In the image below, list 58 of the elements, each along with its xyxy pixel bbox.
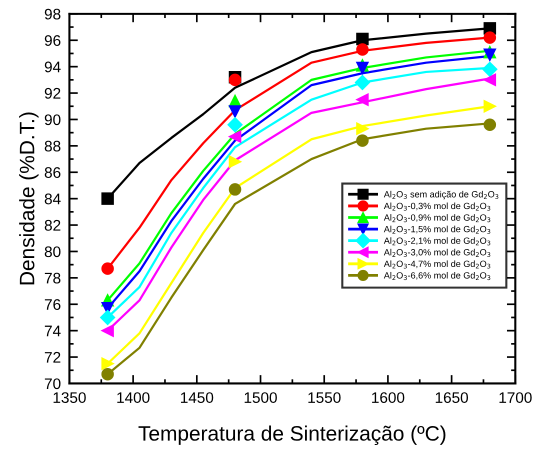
point: [356, 62, 369, 74]
point: [228, 130, 242, 143]
x-axis-title: Temperatura de Sinterização (ºC): [138, 425, 446, 445]
y-tick-label: 80: [44, 246, 60, 258]
y-tick-label: 94: [44, 62, 61, 72]
y-tick-label: 78: [44, 272, 60, 284]
y-tick-label: 74: [44, 326, 61, 336]
point: [228, 155, 242, 168]
point: [484, 74, 496, 86]
legend-label: Al$_{2}$O$_{3}$-1,5% mol de Gd$_{2}$O$_{3}$: [384, 226, 490, 234]
x-tick-label: 1550: [308, 392, 341, 404]
point: [228, 183, 242, 196]
point: [484, 31, 496, 44]
legend-label: Al$_{2}$O$_{3}$-3,0% mol de Gd$_{2}$O$_{3}$: [384, 248, 490, 257]
y-tick-label: 92: [44, 88, 60, 99]
y-tick-label: 86: [44, 167, 60, 178]
point: [227, 117, 243, 132]
y-tick-label: 90: [44, 114, 60, 126]
point: [101, 324, 114, 337]
x-tick-label: 1400: [117, 392, 150, 404]
point: [356, 32, 369, 46]
y-tick-label: 72: [44, 352, 60, 363]
y-tick-label: 96: [44, 35, 60, 46]
point: [228, 105, 242, 118]
point: [482, 62, 498, 77]
y-tick-label: 98: [44, 8, 60, 20]
point: [354, 74, 370, 90]
point: [484, 118, 496, 131]
point: [356, 43, 369, 56]
point: [356, 134, 369, 147]
x-tick-label: 1350: [54, 392, 86, 404]
legend-label: Al$_{2}$O$_{3}$ sem adição de Gd$_{2}$O$_{3}$: [384, 190, 498, 200]
point: [356, 122, 369, 135]
y-tick-label: 82: [44, 220, 60, 231]
x-tick-label: 1450: [180, 392, 214, 404]
x-tick-label: 1650: [436, 392, 468, 404]
point: [484, 100, 496, 113]
y-tick-label: 84: [44, 194, 61, 204]
y-tick-label: 76: [44, 299, 60, 310]
x-tick-label: 1600: [372, 392, 404, 404]
legend-label: Al$_{2}$O$_{3}$-0,9% mol de Gd$_{2}$O$_{3}$: [384, 214, 490, 222]
point: [100, 310, 116, 326]
point: [101, 262, 114, 275]
legend-label: Al$_{2}$O$_{3}$-4,7% mol de Gd$_{2}$O$_{3}$: [384, 260, 490, 268]
point: [101, 368, 114, 380]
x-tick-label: 1500: [244, 392, 277, 404]
point: [484, 48, 496, 62]
point: [356, 93, 369, 106]
legend-label: Al$_{2}$O$_{3}$-6,6% mol de Gd$_{2}$O$_{3}$: [384, 272, 490, 280]
point: [101, 192, 114, 205]
point: [101, 357, 114, 370]
point: [228, 74, 242, 86]
y-tick-label: 88: [44, 140, 60, 152]
legend-label: Al$_{2}$O$_{3}$-0,3% mol de Gd$_{2}$O$_{3}$: [384, 202, 490, 211]
y-tick-label: 70: [44, 378, 60, 390]
legend-label: Al$_{2}$O$_{3}$-2,1% mol de Gd$_{2}$O$_{3}$: [384, 237, 490, 246]
x-tick-label: 1700: [499, 392, 532, 404]
y-axis-title: Densidade (%D.T.): [19, 112, 39, 284]
